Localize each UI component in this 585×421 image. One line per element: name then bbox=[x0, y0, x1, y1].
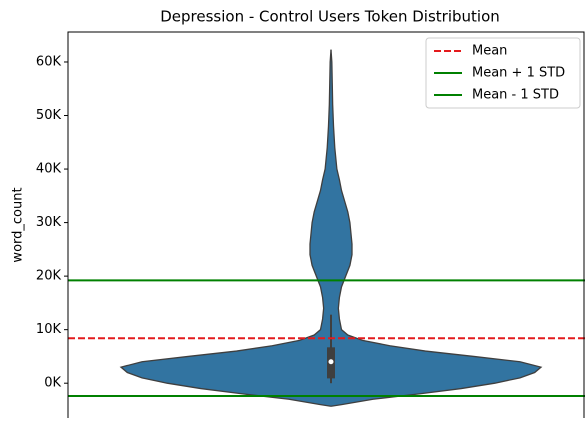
y-tick-label: 60K bbox=[36, 54, 62, 69]
y-tick-label: 0K bbox=[44, 376, 61, 391]
legend-label: Mean + 1 STD bbox=[472, 66, 565, 81]
median bbox=[328, 359, 334, 365]
y-axis-label: word_count bbox=[11, 187, 26, 262]
legend-label: Mean - 1 STD bbox=[472, 88, 559, 103]
y-tick-label: 10K bbox=[36, 322, 62, 337]
chart-title: Depression - Control Users Token Distrib… bbox=[160, 8, 500, 26]
y-tick-label: 50K bbox=[36, 108, 62, 123]
axes-frame bbox=[67, 31, 585, 418]
y-tick-label: 20K bbox=[36, 269, 62, 284]
y-tick-label: 30K bbox=[36, 215, 62, 230]
y-tick-label: 40K bbox=[36, 162, 62, 177]
legend-label: Mean bbox=[472, 44, 507, 59]
legend-box bbox=[425, 37, 581, 109]
violin-left-edge bbox=[119, 49, 332, 407]
violin-body bbox=[121, 49, 541, 407]
violin-right-edge bbox=[330, 49, 543, 407]
